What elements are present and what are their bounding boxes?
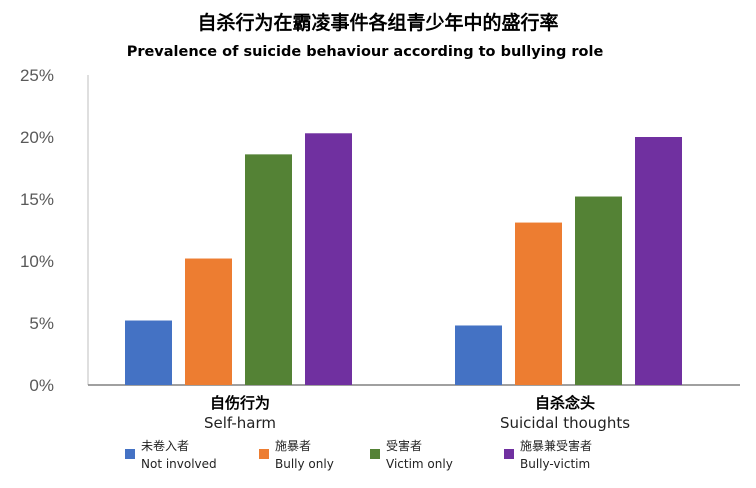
legend-swatch — [125, 449, 135, 459]
category-label-en: Suicidal thoughts — [500, 414, 630, 432]
legend-swatch — [504, 449, 514, 459]
bar-bully-only-0 — [185, 258, 232, 385]
legend-swatch — [370, 449, 380, 459]
bar-not-involved-1 — [455, 325, 502, 385]
y-tick-label: 20% — [20, 128, 54, 147]
category-label-zh: 自伤行为 — [210, 394, 270, 412]
bar-bully-victim-1 — [635, 137, 682, 385]
legend-label-en: Bully only — [275, 457, 334, 471]
y-tick-label: 25% — [20, 66, 54, 85]
legend-swatch — [259, 449, 269, 459]
bar-bully-only-1 — [515, 222, 562, 385]
legend-label-en: Not involved — [141, 457, 217, 471]
legend-label-zh: 受害者 — [386, 438, 422, 453]
bar-bully-victim-0 — [305, 133, 352, 385]
category-label-en: Self-harm — [204, 414, 276, 432]
legend-label-en: Victim only — [386, 457, 453, 471]
legend-label-zh: 施暴者 — [275, 439, 311, 453]
y-tick-label: 10% — [20, 252, 54, 271]
chart-title: 自杀行为在霸凌事件各组青少年中的盛行率 — [197, 11, 558, 34]
y-tick-label: 5% — [29, 314, 54, 333]
bar-not-involved-0 — [125, 320, 172, 385]
y-tick-label: 15% — [20, 190, 54, 209]
chart-subtitle: Prevalence of suicide behaviour accordin… — [127, 44, 604, 60]
legend-label-zh: 施暴兼受害者 — [520, 438, 592, 453]
legend-label-en: Bully-victim — [520, 457, 590, 471]
bar-victim-only-1 — [575, 196, 622, 385]
category-label-zh: 自杀念头 — [535, 394, 595, 412]
bar-victim-only-0 — [245, 154, 292, 385]
legend-label-zh: 未卷入者 — [141, 438, 189, 453]
y-tick-label: 0% — [29, 376, 54, 395]
